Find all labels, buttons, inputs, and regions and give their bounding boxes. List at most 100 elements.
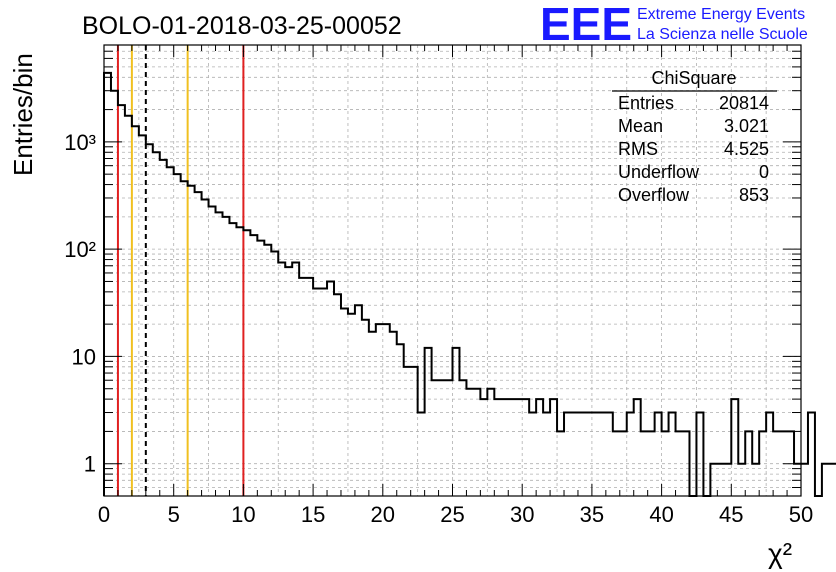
histogram-outline	[103, 71, 836, 497]
histogram-bin	[306, 278, 313, 496]
stats-rows: Entries 20814 Mean 3.021 RMS 4.525 Underflow 0 O…	[618, 93, 769, 205]
histogram-bin	[139, 135, 146, 496]
histogram-bin	[543, 413, 550, 496]
histogram-bin	[501, 399, 508, 496]
threshold-lines	[116, 45, 245, 496]
histogram-bin	[104, 73, 111, 496]
x-tick-label: 0	[98, 502, 110, 527]
stats-value: 20814	[719, 93, 769, 113]
eee-logo-line2: La Scienza nelle Scuole	[637, 26, 808, 43]
histogram-bin	[634, 399, 641, 496]
histogram-bin	[299, 278, 306, 496]
histogram-bin	[111, 91, 118, 496]
histogram-bin	[801, 464, 808, 496]
histogram-bin	[243, 230, 250, 496]
histogram-bin	[508, 399, 515, 496]
histogram-bin	[271, 252, 278, 496]
histogram-bin	[132, 126, 139, 496]
chart-title: BOLO-01-2018-03-25-00052	[82, 12, 402, 40]
x-tick-label: 5	[168, 502, 180, 527]
histogram-bin	[529, 413, 536, 496]
stats-value: 853	[739, 185, 769, 205]
histogram-bin	[160, 160, 167, 496]
y-tick-label: 1	[84, 452, 96, 477]
x-tick-label: 10	[231, 502, 255, 527]
histogram-bin	[536, 399, 543, 496]
stats-label: Overflow	[618, 185, 690, 205]
histogram-bin	[522, 399, 529, 496]
x-tick-label: 25	[440, 502, 464, 527]
histogram-bin	[439, 380, 446, 496]
stats-label: RMS	[618, 139, 658, 159]
histogram-bin	[578, 413, 585, 496]
histogram-bin	[515, 399, 522, 496]
histogram-bin	[146, 144, 153, 496]
x-tick-label: 30	[510, 502, 534, 527]
x-tick-label: 40	[649, 502, 673, 527]
histogram-bin	[209, 206, 216, 496]
histogram-bin	[571, 413, 578, 496]
histogram-bin	[822, 464, 829, 496]
stats-box: ChiSquare Entries 20814 Mean 3.021 RMS 4.525 U…	[612, 68, 777, 205]
histogram-bin	[181, 181, 188, 496]
histogram-bin	[494, 399, 501, 496]
histogram-bin	[195, 192, 202, 496]
histogram-bin	[257, 241, 264, 496]
axis-ticks	[103, 45, 802, 496]
histogram-bin	[627, 413, 634, 496]
y-tick-labels: 1 10 10² 10³	[64, 130, 96, 477]
grid-lines	[104, 45, 801, 496]
histogram-bin	[466, 389, 473, 496]
histogram-bin	[592, 413, 599, 496]
histogram-bin	[459, 380, 466, 496]
histogram-bin	[376, 324, 383, 496]
stats-label: Underflow	[618, 162, 700, 182]
histogram-bin	[473, 389, 480, 496]
histogram-bin	[731, 399, 738, 496]
stats-label: Entries	[618, 93, 674, 113]
histogram-bin	[188, 186, 195, 496]
histogram-bin	[202, 200, 209, 496]
histogram-bin	[383, 324, 390, 496]
y-tick-label: 10³	[64, 130, 96, 155]
x-tick-label: 35	[580, 502, 604, 527]
stats-title: ChiSquare	[651, 68, 736, 88]
x-tick-label: 20	[371, 502, 395, 527]
histogram-bin	[655, 413, 662, 496]
x-tick-label: 15	[301, 502, 325, 527]
histogram-bin	[480, 399, 487, 496]
histogram-bin	[118, 105, 125, 496]
histogram-bin	[362, 320, 369, 496]
histogram-bin	[216, 212, 223, 496]
histogram-bin	[341, 308, 348, 496]
y-tick-label: 10	[72, 344, 96, 369]
histogram-bin	[696, 413, 703, 496]
stats-value: 3.021	[724, 116, 769, 136]
histogram-bins	[104, 73, 836, 496]
histogram-bin	[229, 223, 236, 496]
histogram-bin	[669, 413, 676, 496]
histogram-bin	[355, 305, 362, 496]
histogram-bin	[285, 267, 292, 496]
histogram-bin	[278, 263, 285, 496]
histogram-bin	[564, 413, 571, 496]
histogram-bin	[432, 380, 439, 496]
histogram-bin	[292, 263, 299, 496]
stats-value: 4.525	[724, 139, 769, 159]
histogram-bin	[829, 464, 836, 496]
x-tick-labels: 0 5 10 15 20 25 30 35 40 45 50	[98, 502, 813, 527]
histogram-bin	[264, 245, 271, 496]
histogram-bin	[808, 413, 815, 496]
histogram-bin	[446, 380, 453, 496]
eee-logo-mark: EEE	[540, 0, 632, 50]
histogram-bin	[125, 116, 132, 496]
stats-label: Mean	[618, 116, 663, 136]
y-axis-label: Entries/bin	[8, 53, 38, 176]
y-tick-label: 10²	[64, 237, 96, 262]
eee-logo: EEE Extreme Energy Events La Scienza nel…	[540, 0, 808, 50]
histogram-bin	[766, 413, 773, 496]
histogram-bin	[599, 413, 606, 496]
x-tick-label: 45	[719, 502, 743, 527]
histogram-bin	[606, 413, 613, 496]
